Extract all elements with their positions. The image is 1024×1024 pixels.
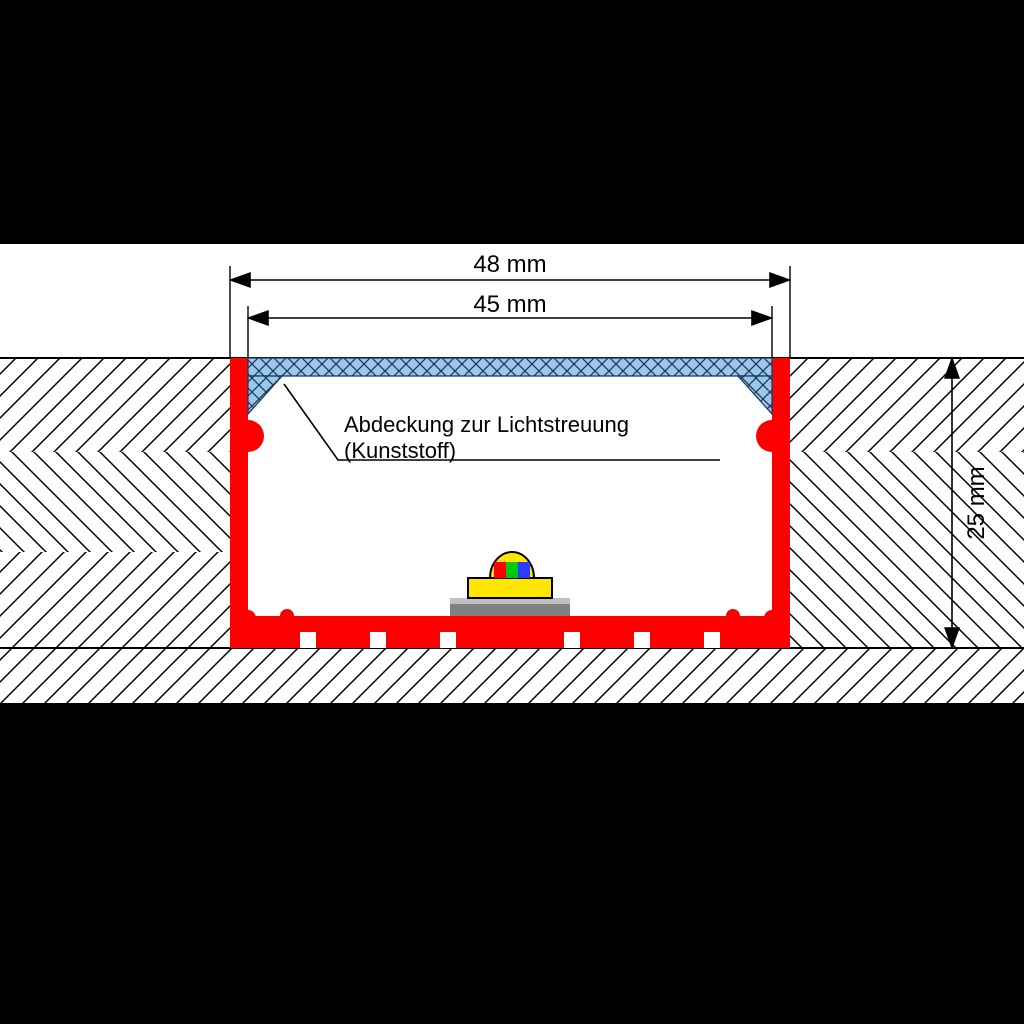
dim-outer-width-label: 48 mm (473, 251, 546, 278)
dim-height-label: 25 mm (963, 466, 990, 539)
callout-line1: Abdeckung zur Lichtstreuung (344, 412, 629, 437)
dim-inner-width-label: 45 mm (473, 291, 546, 318)
dimension-inner-width: 45 mm (248, 291, 772, 358)
callout-line2: (Kunststoff) (344, 438, 456, 463)
